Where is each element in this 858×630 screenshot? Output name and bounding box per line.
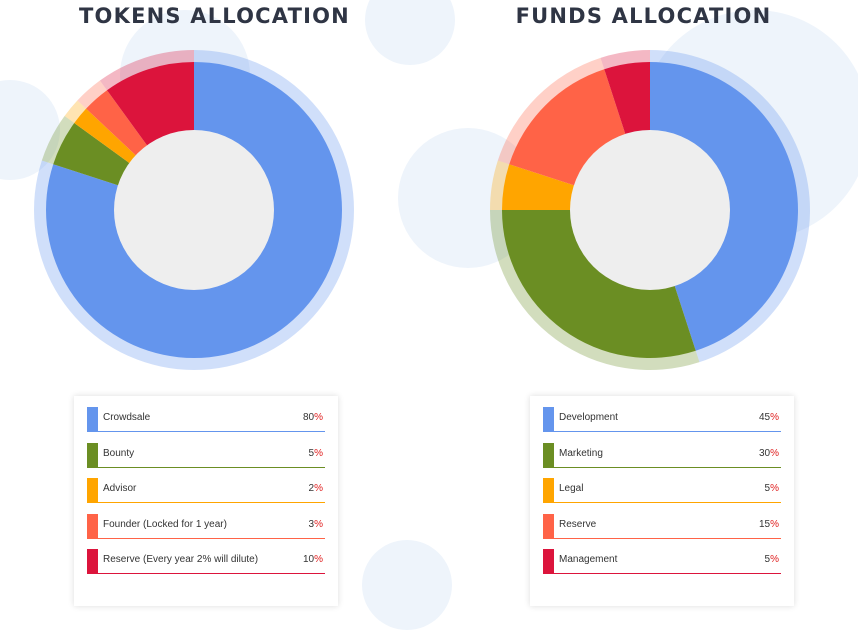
legend-value-number: 45 <box>758 412 771 423</box>
legend-row-crowdsale: Crowdsale 80% <box>87 407 325 432</box>
legend-value-unit: % <box>314 518 323 530</box>
legend-label: Advisor <box>103 483 137 494</box>
legend-value-number: 30 <box>758 447 771 459</box>
legend-value-unit: % <box>314 447 323 459</box>
tokens-allocation-panel: TOKENS ALLOCATION Crowdsale 80% Bounty 5% Ad… <box>0 0 429 606</box>
legend-swatch <box>87 442 98 467</box>
legend-swatch <box>87 478 98 502</box>
legend-value-number: 2 <box>308 483 315 494</box>
tokens-legend: Crowdsale 80% Bounty 5% Advisor 2% Founder (Lo… <box>74 396 338 606</box>
legend-value-unit: % <box>314 483 323 494</box>
tokens-donut-chart <box>33 50 354 370</box>
legend-value: 80% <box>303 412 323 423</box>
slice-halo-founder-locked-for-1-year <box>77 80 109 111</box>
slice-halo-bounty <box>41 115 76 165</box>
legend-value: 30% <box>759 448 779 459</box>
slice-advisor[interactable] <box>74 108 138 165</box>
legend-label: Founder (Locked for 1 year) <box>103 518 227 530</box>
legend-row-advisor: Advisor 2% <box>87 478 325 503</box>
legend-value-unit: % <box>770 412 779 423</box>
legend-label: Development <box>559 412 618 423</box>
legend-row-founder-locked-for-1-year: Founder (Locked for 1 year) 3% <box>87 513 325 539</box>
donut-center <box>114 130 274 290</box>
legend-row-marketing: Marketing 30% <box>543 442 781 468</box>
slice-founder-locked-for-1-year[interactable] <box>86 90 149 157</box>
legend-value-unit: % <box>770 518 779 530</box>
slice-reserve-every-year-2-will-dilute[interactable] <box>107 62 194 147</box>
slice-reserve[interactable] <box>509 69 626 186</box>
legend-label: Legal <box>559 483 584 494</box>
legend-swatch <box>87 549 98 573</box>
legend-value: 5% <box>309 448 323 459</box>
slice-marketing[interactable] <box>502 210 696 358</box>
slice-bounty[interactable] <box>53 123 131 186</box>
legend-label: Bounty <box>103 447 135 459</box>
legend-label: Reserve <box>559 518 597 530</box>
legend-value-number: 5 <box>764 483 771 494</box>
funds-legend: Development 45% Marketing 30% Legal 5% Reserve… <box>530 396 794 606</box>
legend-swatch <box>87 407 98 431</box>
legend-value: 5% <box>765 483 779 494</box>
legend-row-bounty: Bounty 5% <box>87 442 325 468</box>
legend-row-development: Development 45% <box>543 407 781 432</box>
legend-value: 10% <box>303 554 323 565</box>
legend-value: 5% <box>765 554 779 565</box>
slice-halo-management <box>600 50 650 72</box>
legend-value: 45% <box>759 412 779 423</box>
legend-row-reserve: Reserve 15% <box>543 513 781 539</box>
legend-value: 3% <box>309 519 323 530</box>
legend-value-unit: % <box>314 412 323 423</box>
legend-label: Crowdsale <box>103 412 151 423</box>
legend-swatch <box>543 442 554 467</box>
slice-halo-legal <box>490 160 512 210</box>
legend-value-unit: % <box>770 447 779 459</box>
donut-center <box>570 130 730 290</box>
legend-swatch <box>543 407 554 431</box>
legend-swatch <box>543 478 554 502</box>
legend-label: Marketing <box>559 447 603 459</box>
chart-title: TOKENS ALLOCATION <box>79 4 350 28</box>
legend-value-number: 15 <box>758 518 771 530</box>
legend-row-reserve-every-year-2-will-dilute: Reserve (Every year 2% will dilute) 10% <box>87 549 325 574</box>
legend-label: Reserve (Every year 2% will dilute) <box>103 554 259 565</box>
legend-value-number: 5 <box>764 554 771 565</box>
legend-swatch <box>87 513 98 538</box>
slice-halo-reserve <box>497 57 605 165</box>
slice-management[interactable] <box>604 62 650 136</box>
legend-swatch <box>543 513 554 538</box>
legend-value-number: 5 <box>308 447 315 459</box>
legend-value-unit: % <box>770 483 779 494</box>
legend-value-number: 10 <box>302 554 315 565</box>
legend-value-unit: % <box>314 554 323 565</box>
slice-crowdsale[interactable] <box>46 62 343 359</box>
funds-donut-chart <box>490 50 810 370</box>
legend-value-number: 3 <box>308 518 315 530</box>
legend-value-number: 80 <box>302 412 315 423</box>
legend-value-unit: % <box>770 554 779 565</box>
slice-legal[interactable] <box>502 164 576 210</box>
legend-value: 2% <box>309 483 323 494</box>
chart-title: FUNDS ALLOCATION <box>515 4 772 28</box>
slice-development[interactable] <box>650 62 798 351</box>
legend-swatch <box>543 549 554 573</box>
funds-allocation-panel: FUNDS ALLOCATION Development 45% Marketing… <box>429 0 858 606</box>
legend-label: Management <box>559 554 618 565</box>
legend-value: 15% <box>759 519 779 530</box>
slice-halo-advisor <box>64 100 88 125</box>
legend-row-management: Management 5% <box>543 549 781 574</box>
legend-row-legal: Legal 5% <box>543 478 781 503</box>
